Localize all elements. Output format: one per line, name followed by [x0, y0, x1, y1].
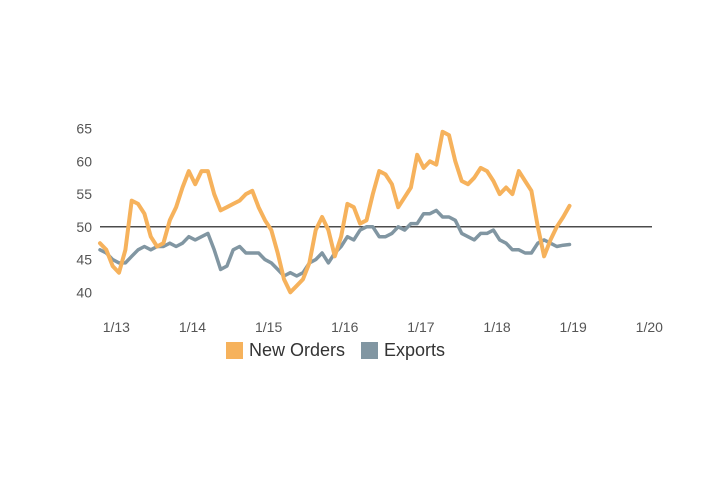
legend-label-exports: Exports [384, 340, 446, 360]
legend-item-exports: Exports [361, 340, 445, 361]
legend-item-new-orders: New Orders [226, 340, 345, 361]
y-tick-label: 40 [76, 284, 92, 300]
x-tick-label: 1/16 [331, 319, 358, 335]
x-tick-label: 1/17 [407, 319, 434, 335]
x-tick-label: 1/13 [103, 319, 130, 335]
x-tick-label: 1/20 [636, 319, 663, 335]
legend-swatch-new-orders [226, 342, 243, 359]
y-tick-label: 45 [76, 252, 92, 268]
x-tick-label: 1/14 [179, 319, 206, 335]
y-tick-label: 60 [76, 153, 92, 169]
series-layer [98, 129, 572, 295]
y-tick-label: 55 [76, 186, 92, 202]
legend: New Orders Exports [226, 340, 461, 361]
legend-label-new-orders: New Orders [249, 340, 346, 360]
y-tick-label: 50 [76, 219, 92, 235]
y-tick-label: 65 [76, 121, 92, 137]
series-line-new-orders [98, 129, 572, 295]
legend-swatch-exports [361, 342, 379, 359]
x-tick-label: 1/18 [483, 319, 510, 335]
y-axis-ticks: 40 45 50 55 60 65 [76, 121, 92, 301]
x-tick-label: 1/15 [255, 319, 282, 335]
x-axis-ticks: 1/13 1/14 1/15 1/16 1/17 1/18 1/19 1/20 [103, 319, 663, 335]
x-tick-label: 1/19 [560, 319, 587, 335]
